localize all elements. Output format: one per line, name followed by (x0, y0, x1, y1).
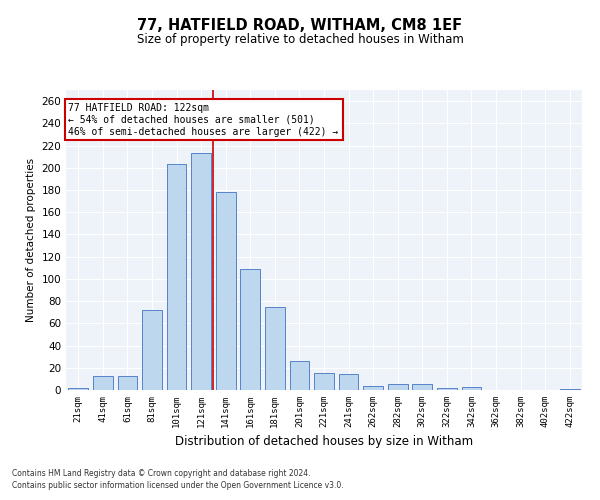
Bar (314, 374, 334, 390)
Bar (118, 376, 137, 390)
Bar (93, 376, 113, 390)
Bar (265, 306, 284, 390)
Bar (560, 389, 580, 390)
Bar (364, 386, 383, 390)
Text: Contains HM Land Registry data © Crown copyright and database right 2024.: Contains HM Land Registry data © Crown c… (12, 468, 311, 477)
Bar (461, 386, 481, 390)
Bar (142, 310, 162, 390)
Bar (191, 154, 211, 390)
Bar (167, 164, 187, 390)
Bar (241, 269, 260, 390)
Y-axis label: Number of detached properties: Number of detached properties (26, 158, 36, 322)
Bar (412, 384, 432, 390)
Bar (290, 361, 309, 390)
Text: 77, HATFIELD ROAD, WITHAM, CM8 1EF: 77, HATFIELD ROAD, WITHAM, CM8 1EF (137, 18, 463, 32)
Bar (388, 384, 407, 390)
Text: Contains public sector information licensed under the Open Government Licence v3: Contains public sector information licen… (12, 481, 344, 490)
Bar (437, 388, 457, 390)
Bar (216, 192, 236, 390)
Text: Size of property relative to detached houses in Witham: Size of property relative to detached ho… (137, 32, 463, 46)
X-axis label: Distribution of detached houses by size in Witham: Distribution of detached houses by size … (175, 436, 473, 448)
Bar (68, 388, 88, 390)
Text: 77 HATFIELD ROAD: 122sqm
← 54% of detached houses are smaller (501)
46% of semi-: 77 HATFIELD ROAD: 122sqm ← 54% of detach… (68, 104, 339, 136)
Bar (339, 374, 358, 390)
